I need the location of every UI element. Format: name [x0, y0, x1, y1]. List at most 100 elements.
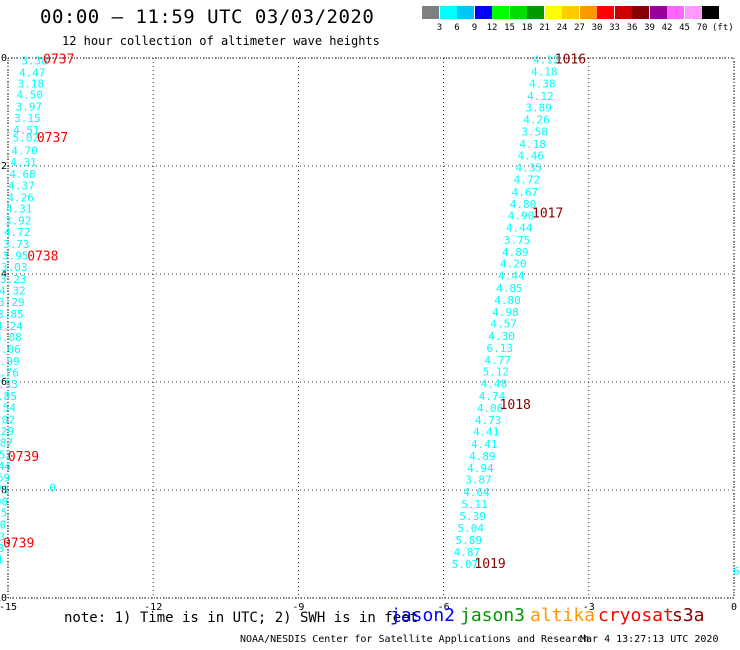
- swh-label: 4.33: [0, 378, 18, 391]
- legend-swatch: [474, 6, 492, 19]
- legend-label: 15: [504, 23, 515, 33]
- swh-label: 4.12: [527, 90, 554, 103]
- swh-label: 4.31: [10, 156, 37, 169]
- x-tick-label: -3: [583, 602, 595, 613]
- swh-label: 4.08: [0, 331, 22, 344]
- x-tick-label: -12: [144, 602, 162, 613]
- y-tick-label: -10: [0, 593, 7, 604]
- swh-label: 4.94: [467, 462, 494, 475]
- swh-label: 3.99: [0, 355, 20, 368]
- swh-label: 4.85: [0, 390, 17, 403]
- swh-label: 3.52: [0, 448, 12, 461]
- legend-label: 33: [609, 23, 620, 33]
- swh-label: 4.72: [514, 174, 541, 187]
- swh-label: 4.74: [479, 390, 506, 403]
- swh-label: 3.76: [0, 366, 19, 379]
- edge-mark: 6: [733, 565, 740, 578]
- swh-label: 4.32: [0, 285, 26, 298]
- footer-timestamp: Mar 4 13:27:13 UTC 2020: [580, 634, 719, 645]
- swh-label: 4.41: [471, 438, 498, 451]
- swh-label: 4.54: [0, 401, 16, 414]
- legend-label: 6: [454, 23, 460, 33]
- swh-label: 3.97: [16, 101, 43, 114]
- swh-label: 5.39: [459, 510, 486, 523]
- legend-label: 30: [591, 23, 603, 33]
- swh-label: 4.18: [531, 66, 558, 79]
- swh-label: 4.77: [485, 354, 512, 367]
- swh-label: 4.46: [517, 150, 544, 163]
- swh-label: 5.00: [0, 519, 6, 532]
- swh-label: 4.30: [488, 330, 515, 343]
- swh-label: 4.18: [519, 138, 546, 151]
- swh-label: 4.73: [475, 414, 502, 427]
- time-label: 1019: [474, 557, 505, 572]
- y-tick-label: -2: [0, 161, 7, 172]
- swh-label: 3.38: [21, 55, 48, 68]
- legend-swatch: [562, 6, 579, 19]
- time-label: 0737: [43, 53, 74, 68]
- swh-label: 4.90: [508, 210, 535, 223]
- swh-label: 4.38: [529, 77, 556, 90]
- legend-swatch: [702, 6, 719, 19]
- swh-label: 3.58: [521, 125, 548, 138]
- legend-unit: (ft): [712, 23, 734, 33]
- swh-label: 3.92: [5, 215, 32, 228]
- swh-label: 5.89: [456, 534, 483, 547]
- legend-swatch: [457, 6, 474, 19]
- x-tick-label: -6: [438, 602, 450, 613]
- swh-label: 3.85: [0, 308, 24, 321]
- swh-label: 4.68: [9, 168, 36, 181]
- legend-swatch: [632, 6, 649, 19]
- y-tick-label: -8: [0, 485, 7, 496]
- swh-label: 3.18: [17, 77, 44, 90]
- swh-label: 5.11: [461, 498, 488, 511]
- swh-label: 6.13: [486, 342, 513, 355]
- y-tick-label: -6: [0, 377, 7, 388]
- swh-label: 3.73: [3, 238, 30, 251]
- swh-label: 5.12: [483, 366, 510, 379]
- swh-label: 3.15: [14, 112, 41, 125]
- swh-label: 4.26: [7, 191, 34, 204]
- satellite-altika: altika: [530, 605, 596, 626]
- swh-label: 4.02: [0, 413, 15, 426]
- swh-label: 5.04: [457, 522, 484, 535]
- swh-label: 5.31: [0, 554, 3, 567]
- legend-swatch: [439, 6, 457, 19]
- swh-label: 4.50: [17, 89, 44, 102]
- swh-label: 4.44: [0, 460, 11, 473]
- legend-swatch: [509, 6, 527, 19]
- swh-label: 4.24: [0, 320, 23, 333]
- swh-label: 4.89: [469, 450, 496, 463]
- swh-label: 4.20: [500, 258, 527, 271]
- legend-swatch: [667, 6, 684, 19]
- legend-label: 24: [556, 23, 568, 33]
- swh-label: 4.88: [0, 542, 4, 555]
- swh-label: 4.80: [494, 294, 521, 307]
- swh-label: 4.64: [463, 486, 490, 499]
- swh-label: 4.90: [0, 495, 8, 508]
- swh-label: 3.03: [1, 261, 28, 274]
- legend-swatch: [684, 6, 702, 19]
- time-label: 0739: [8, 450, 39, 465]
- legend-label: 70: [696, 23, 708, 33]
- swh-label: 4.51: [13, 124, 40, 137]
- swh-label: 4.44: [498, 270, 525, 283]
- x-tick-label: -9: [292, 602, 304, 613]
- time-label: 0739: [3, 536, 34, 551]
- satellite-s3a: s3a: [672, 605, 705, 626]
- swh-label: 3.69: [0, 472, 10, 485]
- satellite-jason3: jason3: [460, 605, 526, 626]
- legend-label: 9: [471, 23, 478, 33]
- swh-label: 3.95: [2, 250, 29, 263]
- swh-label: 5.25: [0, 507, 7, 520]
- swh-label: 4.35: [516, 162, 543, 175]
- time-label: 0737: [37, 131, 68, 146]
- swh-label: 4.89: [502, 246, 529, 259]
- x-tick-label: 0: [731, 602, 737, 613]
- legend-swatch: [579, 6, 597, 19]
- satellite-cryosat: cryosat: [598, 605, 674, 626]
- legend-label: 27: [574, 23, 585, 33]
- time-label: 0738: [27, 250, 58, 265]
